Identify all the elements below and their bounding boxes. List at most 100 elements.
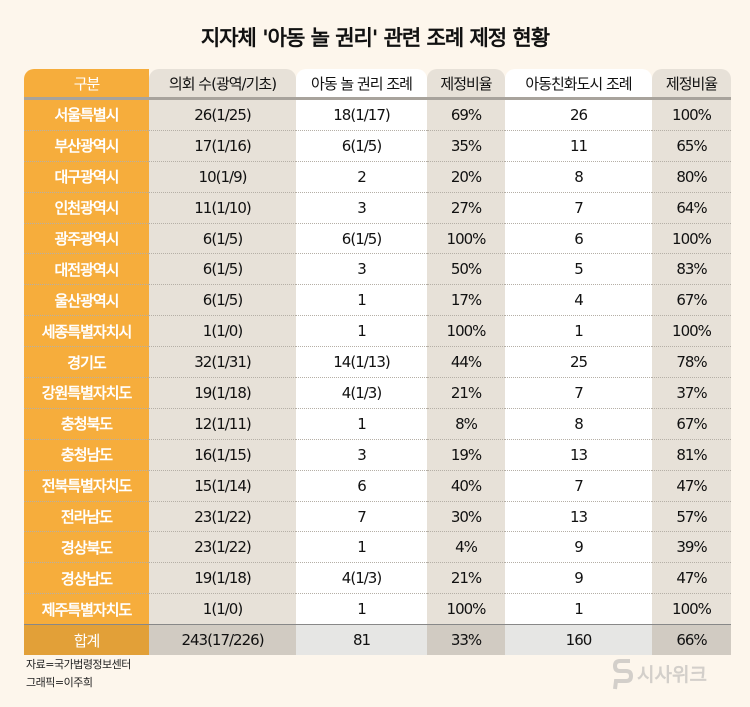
value-cell: 6 bbox=[505, 223, 652, 255]
column-header: 의회 수(광역/기초) bbox=[149, 69, 296, 100]
value-cell: 23(1/22) bbox=[149, 501, 296, 533]
table-row: 경기도 32(1/31) 14(1/13) 44% 25 78% bbox=[24, 346, 731, 379]
value-cell: 66% bbox=[652, 624, 731, 656]
table-row: 강원특별자치도 19(1/18) 4(1/3) 21% 7 37% bbox=[24, 377, 731, 409]
ordinance-table: 구분 의회 수(광역/기초) 아동 놀 권리 조례 제정비율 아동친화도시 조례 제정비율… bbox=[24, 69, 731, 656]
value-cell: 4(1/3) bbox=[296, 562, 427, 595]
value-cell: 39% bbox=[652, 531, 731, 564]
source-note: 자료=국가법령정보센터 bbox=[26, 658, 131, 671]
header-row: 구분 의회 수(광역/기초) 아동 놀 권리 조례 제정비율 아동친화도시 조례 제정비율 bbox=[24, 69, 731, 100]
table-row: 전라남도 23(1/22) 7 30% 13 57% bbox=[24, 501, 731, 533]
value-cell: 100% bbox=[652, 223, 731, 255]
total-row: 합계 243(17/226) 81 33% 160 66% bbox=[24, 624, 731, 656]
value-cell: 80% bbox=[652, 161, 731, 193]
value-cell: 7 bbox=[296, 501, 427, 533]
value-cell: 4 bbox=[505, 284, 652, 317]
table-row: 제주특별자치도 1(1/0) 1 100% 1 100% bbox=[24, 593, 731, 626]
column-header: 구분 bbox=[24, 69, 149, 100]
value-cell: 67% bbox=[652, 408, 731, 440]
value-cell: 6(1/5) bbox=[296, 130, 427, 162]
region-cell: 세종특별자치시 bbox=[24, 315, 149, 348]
value-cell: 25 bbox=[505, 346, 652, 379]
region-cell: 제주특별자치도 bbox=[24, 593, 149, 626]
value-cell: 8 bbox=[505, 161, 652, 193]
logo-text: 시사위크 bbox=[637, 663, 707, 686]
value-cell: 3 bbox=[296, 253, 427, 286]
table-row: 울산광역시 6(1/5) 1 17% 4 67% bbox=[24, 284, 731, 317]
value-cell: 9 bbox=[505, 562, 652, 595]
value-cell: 78% bbox=[652, 346, 731, 379]
sisaweek-logo: 시사위크 bbox=[612, 655, 707, 691]
value-cell: 1(1/0) bbox=[149, 593, 296, 626]
value-cell: 1 bbox=[505, 315, 652, 348]
value-cell: 37% bbox=[652, 377, 731, 409]
table-row: 대전광역시 6(1/5) 3 50% 5 83% bbox=[24, 253, 731, 286]
value-cell: 65% bbox=[652, 130, 731, 162]
value-cell: 13 bbox=[505, 439, 652, 471]
region-cell: 충청남도 bbox=[24, 439, 149, 471]
column-header: 아동 놀 권리 조례 bbox=[296, 69, 427, 100]
table-row: 광주광역시 6(1/5) 6(1/5) 100% 6 100% bbox=[24, 223, 731, 255]
region-cell: 광주광역시 bbox=[24, 223, 149, 255]
region-cell: 경기도 bbox=[24, 346, 149, 379]
column-header: 제정비율 bbox=[427, 69, 505, 100]
value-cell: 11 bbox=[505, 130, 652, 162]
value-cell: 16(1/15) bbox=[149, 439, 296, 471]
table-row: 전북특별자치도 15(1/14) 6 40% 7 47% bbox=[24, 470, 731, 502]
value-cell: 100% bbox=[427, 593, 505, 626]
value-cell: 30% bbox=[427, 501, 505, 533]
value-cell: 1 bbox=[296, 284, 427, 317]
value-cell: 7 bbox=[505, 192, 652, 224]
table-row: 인천광역시 11(1/10) 3 27% 7 64% bbox=[24, 192, 731, 224]
value-cell: 67% bbox=[652, 284, 731, 317]
column-header: 아동친화도시 조례 bbox=[505, 69, 652, 100]
region-cell: 부산광역시 bbox=[24, 130, 149, 162]
value-cell: 26(1/25) bbox=[149, 98, 296, 131]
value-cell: 21% bbox=[427, 377, 505, 409]
value-cell: 9 bbox=[505, 531, 652, 564]
value-cell: 23(1/22) bbox=[149, 531, 296, 564]
table-row: 부산광역시 17(1/16) 6(1/5) 35% 11 65% bbox=[24, 130, 731, 162]
value-cell: 1 bbox=[296, 531, 427, 564]
value-cell: 6(1/5) bbox=[149, 223, 296, 255]
value-cell: 6 bbox=[296, 470, 427, 502]
value-cell: 50% bbox=[427, 253, 505, 286]
region-cell: 서울특별시 bbox=[24, 98, 149, 131]
value-cell: 33% bbox=[427, 624, 505, 656]
value-cell: 47% bbox=[652, 562, 731, 595]
value-cell: 57% bbox=[652, 501, 731, 533]
region-cell: 합계 bbox=[24, 624, 149, 656]
value-cell: 20% bbox=[427, 161, 505, 193]
value-cell: 17% bbox=[427, 284, 505, 317]
value-cell: 12(1/11) bbox=[149, 408, 296, 440]
region-cell: 대전광역시 bbox=[24, 253, 149, 286]
value-cell: 35% bbox=[427, 130, 505, 162]
region-cell: 충청북도 bbox=[24, 408, 149, 440]
table-row: 경상북도 23(1/22) 1 4% 9 39% bbox=[24, 531, 731, 564]
value-cell: 64% bbox=[652, 192, 731, 224]
table-row: 대구광역시 10(1/9) 2 20% 8 80% bbox=[24, 161, 731, 193]
value-cell: 15(1/14) bbox=[149, 470, 296, 502]
region-cell: 경상남도 bbox=[24, 562, 149, 595]
graphic-credit: 그래픽=이주희 bbox=[26, 676, 93, 689]
table-row: 충청북도 12(1/11) 1 8% 8 67% bbox=[24, 408, 731, 440]
value-cell: 18(1/17) bbox=[296, 98, 427, 131]
value-cell: 1 bbox=[296, 593, 427, 626]
page-title: 지자체 '아동 놀 권리' 관련 조례 제정 현황 bbox=[200, 26, 550, 50]
value-cell: 1(1/0) bbox=[149, 315, 296, 348]
value-cell: 243(17/226) bbox=[149, 624, 296, 656]
value-cell: 13 bbox=[505, 501, 652, 533]
region-cell: 전라남도 bbox=[24, 501, 149, 533]
value-cell: 100% bbox=[427, 315, 505, 348]
value-cell: 7 bbox=[505, 470, 652, 502]
value-cell: 11(1/10) bbox=[149, 192, 296, 224]
value-cell: 8 bbox=[505, 408, 652, 440]
value-cell: 160 bbox=[505, 624, 652, 656]
value-cell: 4(1/3) bbox=[296, 377, 427, 409]
value-cell: 1 bbox=[505, 593, 652, 626]
value-cell: 100% bbox=[652, 315, 731, 348]
value-cell: 14(1/13) bbox=[296, 346, 427, 379]
credits: 자료=국가법령정보센터 그래픽=이주희 bbox=[26, 656, 131, 692]
table-row: 세종특별자치시 1(1/0) 1 100% 1 100% bbox=[24, 315, 731, 348]
